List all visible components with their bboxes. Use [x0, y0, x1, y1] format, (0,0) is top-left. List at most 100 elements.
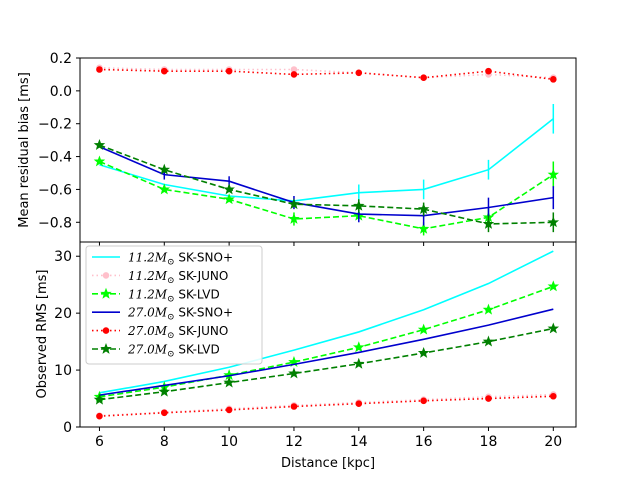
- top-series-4: [96, 66, 557, 83]
- x-tick-label: 8: [160, 434, 169, 450]
- top-y-tick-label: −0.8: [38, 215, 72, 231]
- top-data-point: [223, 183, 235, 195]
- top-y-tick-label: 0.2: [50, 51, 72, 67]
- bottom-data-point: [355, 400, 363, 407]
- top-data-point: [93, 139, 106, 150]
- legend-entry: 27.0M⊙ SK-SNO+: [92, 306, 233, 323]
- top-ticks-group: −0.8 −0.6 −0.4 −0.2 0.0 0.2: [38, 51, 554, 246]
- top-data-point: [93, 155, 106, 167]
- top-series-2: [93, 155, 560, 236]
- bottom-series-line: [99, 395, 554, 417]
- bottom-data-point: [353, 357, 365, 369]
- bottom-series-line: [99, 308, 554, 396]
- bottom-data-point: [482, 303, 495, 315]
- top-data-point: [485, 67, 492, 75]
- bottom-axes-frame: [79, 241, 577, 428]
- top-y-tick-label: −0.2: [38, 117, 72, 133]
- bottom-data-point: [417, 323, 430, 335]
- x-tick-label: 20: [544, 434, 562, 450]
- top-data-point: [417, 222, 430, 234]
- legend-label: 11.2M⊙ SK-SNO+: [128, 251, 233, 268]
- bottom-data-point: [353, 341, 365, 353]
- top-series-0: [99, 104, 555, 202]
- top-data-point: [96, 66, 103, 73]
- bottom-data-point: [223, 376, 235, 388]
- top-data-point: [160, 67, 168, 75]
- bottom-data-point: [417, 346, 430, 358]
- top-data-point: [355, 69, 363, 77]
- top-data-point: [417, 203, 430, 215]
- x-tick-label: 16: [415, 434, 433, 450]
- top-series-5: [93, 139, 560, 233]
- bottom-series-0: [99, 250, 554, 394]
- top-data-point: [158, 163, 171, 175]
- bottom-y-tick-label: 10: [54, 363, 72, 379]
- top-data-point: [547, 168, 560, 180]
- top-series-line: [99, 118, 554, 202]
- top-data-point: [288, 198, 300, 210]
- top-panel: −0.8 −0.6 −0.4 −0.2 0.0 0.2 Mean residual bia…: [17, 51, 577, 246]
- top-data-point: [288, 212, 300, 224]
- bottom-series-5: [93, 322, 560, 405]
- bottom-data-point: [158, 385, 171, 397]
- bottom-series-line: [99, 327, 554, 401]
- top-data-point: [158, 183, 171, 195]
- legend-entry: 27.0M⊙ SK-JUNO: [92, 324, 228, 341]
- bottom-data-point: [225, 406, 233, 414]
- top-series-line: [99, 160, 554, 230]
- top-series-line: [99, 68, 554, 81]
- legend-entry: 11.2M⊙ SK-JUNO: [92, 269, 228, 286]
- top-data-point: [547, 216, 560, 228]
- legend-label: 27.0M⊙ SK-LVD: [127, 343, 220, 360]
- top-data-point: [420, 74, 427, 82]
- x-tick-label: 12: [285, 434, 303, 450]
- top-data-point: [225, 67, 233, 75]
- top-data-point: [223, 193, 235, 205]
- top-y-tick-label: 0.0: [50, 84, 72, 100]
- bottom-series-line: [99, 250, 554, 394]
- bottom-data-point: [420, 397, 427, 405]
- top-series-group: [93, 64, 560, 236]
- legend-marker: [100, 342, 112, 354]
- top-data-point: [353, 199, 365, 211]
- bottom-data-point: [93, 393, 106, 405]
- x-axis-label: Distance [kpc]: [281, 456, 375, 471]
- bottom-data-point: [290, 403, 298, 410]
- legend-box: [85, 245, 263, 365]
- top-y-tick-label: −0.4: [38, 150, 72, 166]
- bottom-ticks-group: 6 8 10 12 14 16 18 20 0 10 20 30: [54, 249, 562, 450]
- bottom-series-line: [99, 393, 554, 417]
- legend-label: 11.2M⊙ SK-LVD: [128, 287, 220, 304]
- bottom-data-point: [288, 367, 300, 379]
- bottom-data-point: [482, 335, 495, 347]
- bottom-series-line: [99, 285, 554, 398]
- top-series-line: [99, 145, 554, 217]
- bottom-series-3: [99, 308, 554, 396]
- bottom-y-axis-label: Observed RMS [ms]: [35, 270, 50, 399]
- x-tick-label: 18: [480, 434, 498, 450]
- bottom-data-point: [547, 322, 560, 334]
- x-tick-label: 14: [350, 434, 368, 450]
- top-data-point: [550, 76, 557, 83]
- top-y-tick-label: −0.6: [38, 182, 72, 198]
- bottom-data-point: [485, 395, 492, 402]
- bottom-data-point: [160, 409, 168, 417]
- x-tick-label: 10: [220, 434, 238, 450]
- bottom-series-group: [93, 250, 560, 420]
- legend-marker: [100, 287, 112, 299]
- legend-marker: [102, 272, 110, 279]
- legend-label: 27.0M⊙ SK-JUNO: [127, 324, 228, 341]
- bottom-y-tick-label: 30: [54, 249, 72, 265]
- legend-marker: [102, 327, 110, 334]
- legend-label: 11.2M⊙ SK-JUNO: [128, 269, 228, 286]
- top-series-line: [99, 144, 554, 225]
- bottom-y-tick-label: 0: [63, 420, 72, 436]
- bottom-y-tick-label: 20: [54, 306, 72, 322]
- x-tick-label: 6: [95, 434, 104, 450]
- top-data-point: [290, 71, 298, 78]
- bottom-series-4: [96, 392, 557, 420]
